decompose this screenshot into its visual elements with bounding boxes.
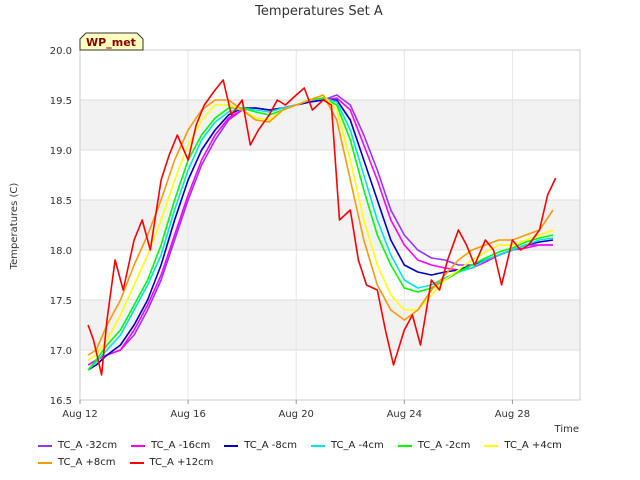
x-tick-label: Aug 16: [170, 409, 205, 420]
legend-item: TC_A +4cm: [484, 440, 562, 451]
legend-item: TC_A +12cm: [129, 457, 214, 468]
legend-label: TC_A +4cm: [504, 440, 562, 451]
y-tick-label: 20.0: [50, 46, 72, 57]
legend-label: TC_A -4cm: [330, 440, 384, 451]
legend-item: TC_A +8cm: [38, 457, 116, 468]
annotation-label: WP_met: [86, 36, 136, 49]
background-bands: [80, 100, 580, 350]
legend-item: TC_A -2cm: [397, 440, 471, 451]
legend-item: TC_A -16cm: [131, 440, 210, 451]
legend-swatch: [131, 444, 146, 447]
legend-label: TC_A -2cm: [417, 440, 471, 451]
legend-item: TC_A -32cm: [38, 440, 117, 451]
y-axis-ticks: 16.5 17.0 17.5 18.0 18.5 19.0 19.5 20.0: [50, 46, 72, 407]
y-axis-title: Temperatures (C): [9, 183, 20, 271]
y-tick-label: 18.5: [50, 196, 72, 207]
x-axis-ticks: Aug 12 Aug 16 Aug 20 Aug 24 Aug 28: [62, 400, 530, 420]
y-tick-label: 19.5: [50, 96, 72, 107]
x-tick-label: Aug 12: [62, 409, 97, 420]
legend-item: TC_A -8cm: [224, 440, 297, 451]
legend-label: TC_A +8cm: [58, 457, 116, 468]
legend-swatch: [397, 444, 412, 447]
series-layer: [87, 79, 557, 376]
legend-row: TC_A +8cm TC_A +12cm: [38, 454, 628, 471]
y-tick-label: 16.5: [50, 396, 72, 407]
x-axis-title: Time: [554, 424, 579, 435]
band: [80, 300, 580, 350]
plot-frame: [79, 49, 581, 401]
legend-label: TC_A -32cm: [58, 440, 118, 451]
chart-title: Temperatures Set A: [254, 4, 383, 19]
legend: TC_A -32cm TC_A -16cm TC_A -8cm TC_A -4cm TC…: [38, 437, 628, 471]
legend-swatch: [484, 444, 499, 447]
legend-label: TC_A -8cm: [244, 440, 297, 451]
legend-swatch: [129, 461, 144, 464]
legend-swatch: [38, 461, 52, 464]
series-line: [87, 94, 554, 356]
x-tick-label: Aug 28: [495, 409, 530, 420]
y-tick-label: 17.0: [50, 346, 72, 357]
legend-item: TC_A -4cm: [310, 440, 384, 451]
y-tick-label: 19.0: [50, 146, 72, 157]
x-tick-label: Aug 20: [278, 409, 313, 420]
legend-label: TC_A -16cm: [151, 440, 211, 451]
legend-swatch: [38, 444, 52, 447]
x-tick-label: Aug 24: [387, 409, 422, 420]
legend-swatch: [310, 444, 325, 447]
annotation-box: WP_met: [79, 32, 144, 51]
y-tick-label: 18.0: [50, 246, 72, 257]
series-line: [87, 79, 557, 376]
legend-swatch: [224, 444, 239, 447]
y-tick-label: 17.5: [50, 296, 72, 307]
legend-row: TC_A -32cm TC_A -16cm TC_A -8cm TC_A -4cm TC…: [38, 437, 628, 454]
band: [80, 200, 580, 250]
legend-label: TC_A +12cm: [149, 457, 214, 468]
